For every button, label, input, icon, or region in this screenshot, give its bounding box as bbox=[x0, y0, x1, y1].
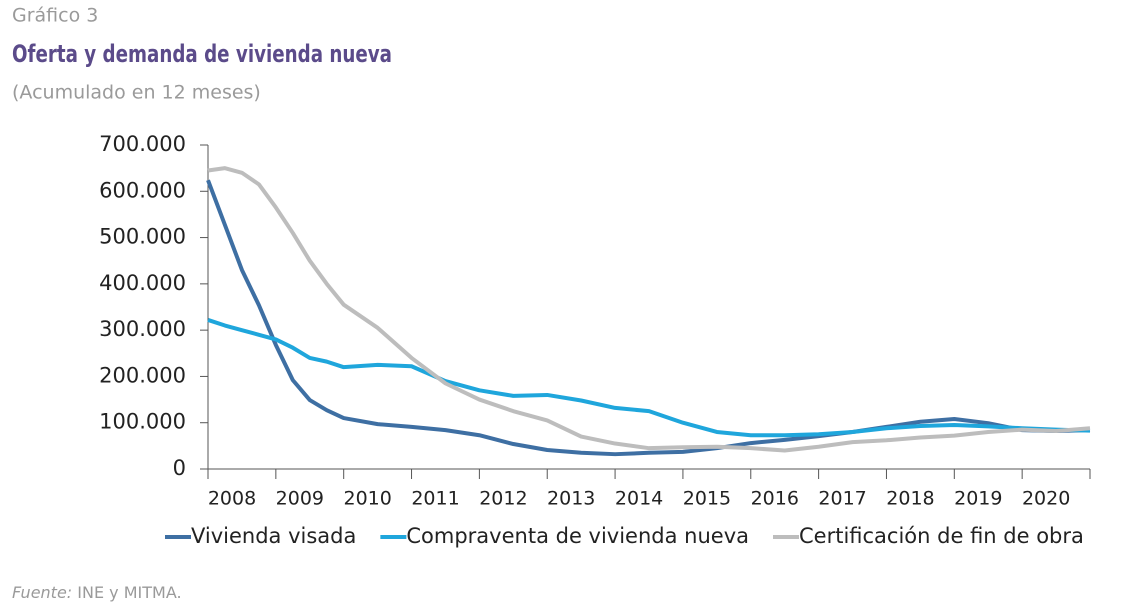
legend-label: Compraventa de vivienda nueva bbox=[406, 524, 749, 548]
y-tick-label: 300.000 bbox=[99, 317, 186, 341]
y-tick-label: 400.000 bbox=[99, 271, 186, 295]
source-label: Fuente: bbox=[12, 583, 72, 602]
source-text: INE y MITMA. bbox=[77, 583, 181, 602]
chart-label: Gráfico 3 bbox=[12, 5, 98, 27]
x-tick-label: 2020 bbox=[1022, 488, 1070, 510]
y-tick-label: 0 bbox=[173, 456, 186, 480]
legend-label: Vivienda visada bbox=[191, 524, 356, 548]
x-tick-label: 2009 bbox=[276, 488, 324, 510]
y-tick-label: 200.000 bbox=[99, 363, 186, 387]
series-line bbox=[206, 179, 1091, 457]
x-tick-label: 2019 bbox=[954, 488, 1002, 510]
x-tick-label: 2015 bbox=[683, 488, 731, 510]
y-tick-label: 100.000 bbox=[99, 410, 186, 434]
x-tick-label: 2010 bbox=[344, 488, 392, 510]
chart-title: Oferta y demanda de vivienda nueva bbox=[12, 40, 392, 68]
legend-label: Certificación de fin de obra bbox=[799, 524, 1084, 548]
x-tick-label: 2014 bbox=[615, 488, 663, 510]
x-tick-label: 2011 bbox=[411, 488, 459, 510]
series-line bbox=[207, 166, 1091, 453]
y-tick-label: 700.000 bbox=[99, 132, 186, 156]
x-tick-label: 2012 bbox=[479, 488, 527, 510]
x-tick-label: 2008 bbox=[208, 488, 256, 510]
y-tick-label: 500.000 bbox=[99, 225, 186, 249]
x-tick-label: 2018 bbox=[886, 488, 934, 510]
x-tick-label: 2017 bbox=[818, 488, 866, 510]
x-tick-label: 2016 bbox=[751, 488, 799, 510]
chart-subtitle: (Acumulado en 12 meses) bbox=[12, 82, 261, 104]
series-line bbox=[207, 318, 1091, 438]
source: Fuente: INE y MITMA. bbox=[12, 583, 182, 602]
x-tick-label: 2013 bbox=[547, 488, 595, 510]
y-tick-label: 600.000 bbox=[99, 178, 186, 202]
